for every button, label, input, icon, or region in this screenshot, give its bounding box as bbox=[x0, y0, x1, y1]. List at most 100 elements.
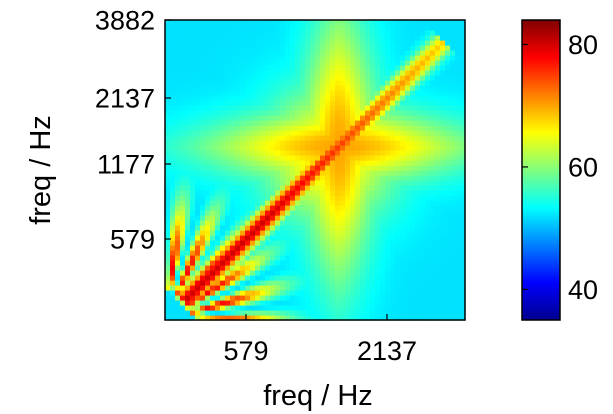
heatmap-cell bbox=[440, 100, 446, 106]
heatmap-cell bbox=[390, 180, 396, 186]
heatmap-cell bbox=[460, 135, 466, 141]
heatmap-cell bbox=[275, 140, 281, 146]
heatmap-cell bbox=[165, 265, 171, 271]
heatmap-cell bbox=[290, 150, 296, 156]
heatmap-cell bbox=[385, 185, 391, 191]
heatmap-cell bbox=[260, 45, 266, 51]
heatmap-cell bbox=[255, 180, 261, 186]
heatmap-cell bbox=[200, 175, 206, 181]
heatmap-cell bbox=[445, 260, 451, 266]
heatmap-cell bbox=[285, 25, 291, 31]
heatmap-cell bbox=[360, 130, 366, 136]
heatmap-cell bbox=[270, 60, 276, 66]
heatmap-cell bbox=[225, 55, 231, 61]
heatmap-cell bbox=[275, 275, 281, 281]
heatmap-cell bbox=[425, 275, 431, 281]
heatmap-cell bbox=[410, 205, 416, 211]
heatmap-cell bbox=[330, 205, 336, 211]
heatmap-cell bbox=[455, 265, 461, 271]
heatmap-cell bbox=[370, 305, 376, 311]
heatmap-cell bbox=[460, 175, 466, 181]
heatmap-cell bbox=[175, 250, 181, 256]
heatmap-cell bbox=[395, 95, 401, 101]
heatmap-cell bbox=[375, 45, 381, 51]
heatmap-cell bbox=[285, 265, 291, 271]
heatmap-cell bbox=[190, 290, 196, 296]
heatmap-cell bbox=[420, 80, 426, 86]
heatmap-cell bbox=[305, 145, 311, 151]
heatmap-cell bbox=[245, 55, 251, 61]
heatmap-cell bbox=[170, 25, 176, 31]
heatmap-cell bbox=[340, 95, 346, 101]
heatmap-cell bbox=[235, 140, 241, 146]
heatmap-cell bbox=[380, 170, 386, 176]
heatmap-cell bbox=[365, 145, 371, 151]
heatmap-cell bbox=[185, 125, 191, 131]
heatmap-cell bbox=[440, 230, 446, 236]
heatmap-cell bbox=[240, 30, 246, 36]
heatmap-cell bbox=[425, 95, 431, 101]
heatmap-cell bbox=[220, 145, 226, 151]
heatmap-cell bbox=[405, 20, 411, 26]
heatmap-cell bbox=[290, 55, 296, 61]
heatmap-cell bbox=[190, 155, 196, 161]
heatmap-cell bbox=[320, 140, 326, 146]
heatmap-cell bbox=[350, 150, 356, 156]
heatmap-cell bbox=[265, 235, 271, 241]
heatmap-cell bbox=[375, 225, 381, 231]
heatmap-cell bbox=[280, 230, 286, 236]
heatmap-cell bbox=[435, 270, 441, 276]
heatmap-cell bbox=[190, 110, 196, 116]
heatmap-cell bbox=[300, 80, 306, 86]
heatmap-cell bbox=[270, 190, 276, 196]
heatmap-cell bbox=[445, 280, 451, 286]
heatmap-cell bbox=[370, 205, 376, 211]
heatmap-cell bbox=[340, 135, 346, 141]
heatmap-cell bbox=[315, 150, 321, 156]
heatmap-cell bbox=[460, 230, 466, 236]
heatmap-cell bbox=[260, 190, 266, 196]
heatmap-cell bbox=[400, 300, 406, 306]
heatmap-cell bbox=[365, 300, 371, 306]
heatmap-cell bbox=[460, 245, 466, 251]
heatmap-cell bbox=[440, 280, 446, 286]
heatmap-cell bbox=[180, 295, 186, 301]
heatmap-cell bbox=[460, 150, 466, 156]
heatmap-cell bbox=[215, 315, 221, 321]
heatmap-cell bbox=[275, 110, 281, 116]
heatmap-cell bbox=[355, 65, 361, 71]
heatmap-cell bbox=[400, 95, 406, 101]
heatmap-cell bbox=[320, 285, 326, 291]
heatmap-cell bbox=[220, 60, 226, 66]
heatmap-cell bbox=[230, 235, 236, 241]
heatmap-cell bbox=[325, 115, 331, 121]
heatmap-cell bbox=[355, 305, 361, 311]
heatmap-cell bbox=[170, 95, 176, 101]
heatmap-cell bbox=[245, 175, 251, 181]
heatmap-cell bbox=[195, 110, 201, 116]
heatmap-cell bbox=[300, 70, 306, 76]
heatmap-cell bbox=[330, 120, 336, 126]
heatmap-cell bbox=[315, 80, 321, 86]
heatmap-cell bbox=[170, 155, 176, 161]
heatmap-cell bbox=[360, 210, 366, 216]
heatmap-cell bbox=[165, 230, 171, 236]
heatmap-cell bbox=[365, 275, 371, 281]
heatmap-cell bbox=[270, 145, 276, 151]
heatmap-cell bbox=[300, 140, 306, 146]
heatmap-cell bbox=[355, 240, 361, 246]
heatmap-cell bbox=[330, 280, 336, 286]
heatmap-cell bbox=[240, 135, 246, 141]
heatmap-cell bbox=[370, 250, 376, 256]
heatmap-cell bbox=[340, 265, 346, 271]
heatmap-cell bbox=[230, 280, 236, 286]
heatmap-cell bbox=[235, 310, 241, 316]
heatmap-cell bbox=[165, 295, 171, 301]
heatmap-cell bbox=[330, 90, 336, 96]
heatmap-cell bbox=[280, 120, 286, 126]
heatmap-cell bbox=[195, 150, 201, 156]
heatmap-cell bbox=[205, 175, 211, 181]
heatmap-cell bbox=[270, 25, 276, 31]
heatmap-cell bbox=[185, 260, 191, 266]
heatmap-cell bbox=[175, 295, 181, 301]
